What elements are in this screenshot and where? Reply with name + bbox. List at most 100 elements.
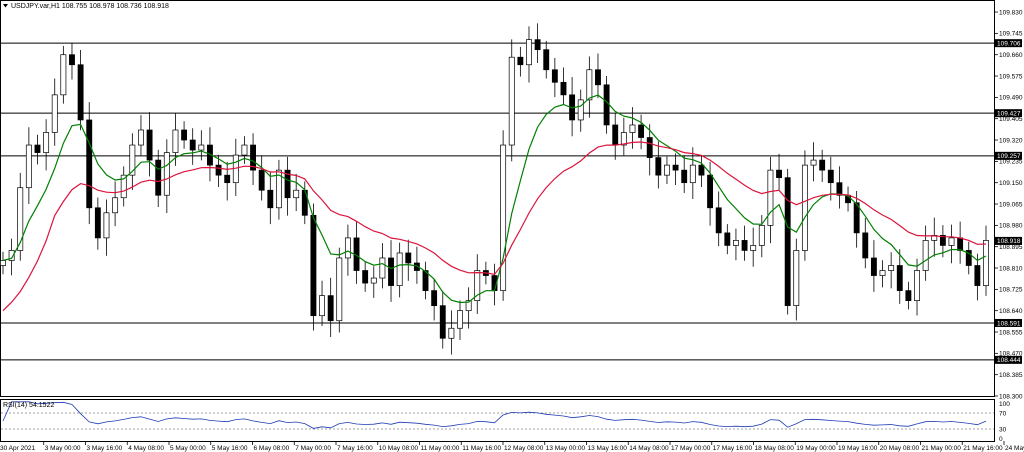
candle-body bbox=[758, 225, 765, 246]
candle-body bbox=[112, 197, 119, 214]
candle-body bbox=[172, 129, 179, 153]
rsi-tick-label: 70 bbox=[999, 410, 1007, 417]
candle-body bbox=[801, 164, 808, 251]
candle-body bbox=[422, 270, 429, 291]
level-labels-group: 109.706 109.427 109.257 108.591 108.444 bbox=[995, 39, 1022, 364]
candle-body bbox=[224, 174, 231, 184]
price-tick-label: 109.235 bbox=[999, 159, 1023, 166]
candle-body bbox=[983, 240, 989, 286]
candle-body bbox=[672, 164, 679, 171]
candle-body bbox=[120, 174, 127, 199]
last-price-label: 108.918 bbox=[997, 238, 1021, 245]
price-tick-label: 109.405 bbox=[999, 116, 1023, 123]
candle-body bbox=[215, 164, 222, 176]
candle-body bbox=[51, 94, 58, 133]
price-tick-label: 108.895 bbox=[999, 244, 1023, 251]
candle-body bbox=[379, 257, 386, 279]
candle-body bbox=[405, 252, 412, 264]
candle-body bbox=[646, 137, 653, 158]
candle-body bbox=[258, 169, 265, 191]
chart-menu-triangle-icon[interactable] bbox=[3, 4, 8, 8]
candle-body bbox=[181, 129, 188, 141]
candle-body bbox=[439, 305, 446, 339]
candle-body bbox=[543, 49, 550, 71]
price-tick-label: 108.980 bbox=[999, 223, 1023, 230]
candle-body bbox=[138, 129, 144, 146]
candle-body bbox=[155, 159, 162, 196]
price-tick-label: 109.065 bbox=[999, 201, 1023, 208]
candle-body bbox=[500, 144, 507, 291]
candle-body bbox=[25, 144, 32, 189]
time-tick-label: 7 May 16:00 bbox=[337, 445, 373, 452]
price-tick-label: 109.660 bbox=[999, 52, 1023, 59]
candle-body bbox=[344, 237, 351, 259]
price-tick-label: 109.830 bbox=[999, 9, 1023, 16]
candle-body bbox=[922, 240, 929, 271]
level-label-box bbox=[995, 151, 1022, 160]
moving-average-slow-line bbox=[2, 141, 987, 312]
level-label: 108.444 bbox=[997, 357, 1021, 364]
price-tick-label: 109.320 bbox=[999, 137, 1023, 144]
time-tick-label: 6 May 08:00 bbox=[254, 445, 290, 452]
candle-body bbox=[362, 270, 369, 284]
rsi-tick-label: 30 bbox=[999, 426, 1007, 433]
rsi-indicator-label: RSI(14) 54.1522 bbox=[3, 402, 54, 409]
candle-body bbox=[715, 207, 722, 234]
last-price-label-group: 108.918 bbox=[995, 236, 1022, 245]
candle-body bbox=[457, 310, 463, 329]
time-tick-label: 17 May 00:00 bbox=[671, 445, 711, 452]
candle-body bbox=[836, 182, 843, 196]
time-tick-label: 21 May 00:00 bbox=[922, 445, 962, 452]
rsi-tick-label: 0 bbox=[999, 436, 1003, 443]
last-price-box bbox=[995, 236, 1022, 245]
candle-body bbox=[8, 250, 15, 261]
time-tick-label: 11 May 00:00 bbox=[421, 445, 460, 452]
moving-average-fast-line bbox=[2, 94, 987, 304]
candle-body bbox=[974, 265, 981, 286]
candle-body bbox=[327, 295, 334, 322]
candle-body bbox=[905, 290, 912, 301]
moving-averages-group bbox=[2, 94, 987, 312]
time-tick-label: 5 May 00:00 bbox=[170, 445, 206, 452]
candle-body bbox=[655, 157, 662, 176]
candle-body bbox=[336, 257, 343, 322]
candle-body bbox=[94, 207, 101, 239]
candle-body bbox=[250, 144, 256, 171]
level-label: 108.591 bbox=[997, 320, 1021, 327]
candle-body bbox=[888, 265, 895, 271]
candle-body bbox=[275, 169, 282, 209]
candle-body bbox=[620, 132, 627, 146]
price-panel-frame bbox=[0, 0, 995, 397]
candle-body bbox=[733, 240, 739, 246]
time-tick-label: 24 May 08:00 bbox=[1005, 445, 1024, 452]
candle-body bbox=[560, 81, 567, 96]
price-axis: 109.830 109.745 109.660 109.575 109.490 109.4… bbox=[994, 9, 1023, 400]
candle-body bbox=[664, 164, 670, 176]
candle-body bbox=[163, 152, 170, 196]
price-tick-label: 109.575 bbox=[999, 73, 1023, 80]
candle-body bbox=[957, 237, 964, 251]
candle-body bbox=[0, 260, 6, 266]
candle-body bbox=[267, 189, 274, 209]
candle-body bbox=[638, 124, 645, 138]
price-tick-label: 108.725 bbox=[999, 287, 1023, 294]
price-tick-label: 108.300 bbox=[999, 393, 1023, 400]
candle-body bbox=[526, 39, 532, 66]
candle-body bbox=[896, 265, 903, 291]
candle-body bbox=[612, 124, 619, 146]
candle-body bbox=[146, 129, 153, 161]
candle-body bbox=[534, 39, 541, 51]
candle-body bbox=[577, 99, 584, 121]
candle-body bbox=[293, 189, 300, 199]
candle-body bbox=[879, 270, 886, 276]
candle-body bbox=[750, 245, 757, 251]
candle-body bbox=[629, 124, 636, 133]
candle-body bbox=[724, 232, 731, 246]
candle-body bbox=[517, 56, 524, 66]
level-label: 109.706 bbox=[997, 40, 1021, 47]
candle-body bbox=[819, 159, 826, 171]
price-tick-label: 108.810 bbox=[999, 265, 1023, 272]
candle-body bbox=[77, 64, 84, 121]
time-tick-label: 5 May 16:00 bbox=[212, 445, 248, 452]
